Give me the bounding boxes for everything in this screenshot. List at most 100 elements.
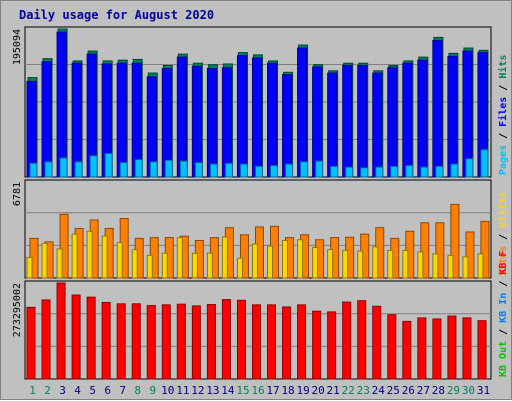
pages-bar-15	[239, 163, 248, 178]
files-bar-24	[372, 72, 383, 178]
pages-bar-4	[74, 161, 83, 178]
day-label-16: 16	[251, 384, 264, 397]
day-label-6: 6	[104, 384, 111, 397]
legend-hits: Hits	[497, 55, 509, 79]
visits-panel-legend: Sites / Visits	[497, 192, 509, 276]
visits-bar-19	[297, 239, 304, 279]
day-label-22: 22	[342, 384, 355, 397]
files-bar-29	[447, 55, 458, 178]
files-bar-19	[297, 47, 308, 178]
day-label-26: 26	[402, 384, 415, 397]
pages-bar-23	[360, 167, 369, 178]
kbf-bar-5	[86, 296, 96, 380]
day-label-24: 24	[372, 384, 386, 397]
sites-bar-28	[435, 222, 445, 279]
day-label-4: 4	[74, 384, 81, 397]
kbf-bar-29	[447, 315, 457, 380]
pages-bar-13	[209, 163, 218, 178]
day-label-14: 14	[221, 384, 235, 397]
visits-bar-10	[161, 252, 168, 279]
files-bar-25	[387, 67, 398, 178]
files-bar-13	[206, 68, 217, 178]
legend-kb-in: KB In	[498, 293, 509, 323]
visits-bar-13	[206, 252, 213, 279]
visits-bar-20	[312, 247, 319, 279]
kbytes-panel-max-label: 273295002	[12, 283, 23, 337]
visits-bar-18	[282, 239, 289, 279]
sites-bar-3	[59, 213, 69, 279]
kbf-bar-9	[146, 305, 156, 380]
kbf-bar-30	[462, 317, 472, 380]
files-bar-11	[176, 56, 187, 178]
visits-bar-21	[327, 249, 334, 279]
files-bar-22	[342, 64, 353, 178]
files-bar-16	[251, 57, 262, 178]
kbf-bar-19	[297, 304, 307, 380]
kbf-bar-1	[26, 306, 36, 380]
visits-bar-23	[357, 250, 364, 279]
files-bar-3	[56, 31, 67, 178]
kbf-bar-14	[221, 299, 231, 380]
sites-bar-15	[239, 234, 249, 279]
kbf-bar-21	[327, 311, 337, 380]
visits-bar-14	[221, 236, 228, 279]
visits-bar-8	[131, 249, 138, 279]
pages-bar-10	[164, 159, 173, 178]
kbf-bar-17	[267, 304, 277, 380]
day-label-11: 11	[176, 384, 189, 397]
day-label-2: 2	[44, 384, 51, 397]
kbf-bar-25	[387, 314, 397, 380]
hits-panel-max-label: 195094	[12, 29, 23, 65]
files-bar-20	[312, 66, 323, 178]
files-bar-17	[267, 62, 278, 178]
visits-bar-1	[26, 256, 33, 279]
kbf-bar-20	[312, 310, 322, 380]
kbf-bar-16	[251, 304, 261, 380]
pages-bar-29	[450, 163, 459, 178]
files-bar-12	[191, 65, 202, 178]
pages-bar-31	[480, 149, 489, 178]
files-bar-18	[282, 74, 293, 178]
pages-bar-11	[179, 160, 188, 178]
files-bar-27	[417, 59, 428, 178]
kbf-bar-13	[206, 304, 216, 380]
kbf-bar-7	[116, 303, 126, 380]
kbf-bar-22	[342, 301, 352, 380]
legend-visits: Visits	[497, 192, 509, 228]
visits-bar-6	[101, 235, 108, 279]
files-bar-4	[71, 62, 82, 178]
day-label-9: 9	[149, 384, 156, 397]
day-label-15: 15	[236, 384, 249, 397]
day-label-29: 29	[447, 384, 460, 397]
visits-bar-31	[477, 253, 484, 279]
visits-bar-2	[41, 242, 48, 279]
visits-bar-7	[116, 242, 123, 279]
visits-bar-11	[176, 237, 183, 279]
day-label-7: 7	[119, 384, 126, 397]
kbf-bar-31	[477, 320, 487, 380]
pages-bar-21	[330, 165, 339, 178]
pages-bar-17	[270, 165, 279, 178]
sites-bar-31	[480, 220, 490, 279]
day-label-21: 21	[327, 384, 340, 397]
pages-bar-1	[29, 162, 38, 178]
visits-bar-17	[267, 245, 274, 279]
kbf-bar-27	[417, 317, 427, 380]
kbf-bar-3	[56, 282, 66, 380]
pages-bar-22	[345, 166, 354, 178]
pages-bar-8	[134, 159, 143, 178]
kbf-bar-8	[131, 303, 141, 380]
day-label-10: 10	[161, 384, 174, 397]
visits-bar-22	[342, 249, 349, 279]
kbf-bar-12	[191, 305, 201, 380]
day-label-5: 5	[89, 384, 96, 397]
kbf-bar-18	[282, 306, 292, 380]
pages-bar-7	[119, 162, 128, 178]
legend-files: Files	[497, 97, 509, 127]
visits-bar-30	[462, 256, 469, 279]
hits-panel-legend: Pages / Files / Hits	[497, 55, 509, 175]
pages-bar-16	[254, 165, 263, 178]
day-label-1: 1	[29, 384, 36, 397]
